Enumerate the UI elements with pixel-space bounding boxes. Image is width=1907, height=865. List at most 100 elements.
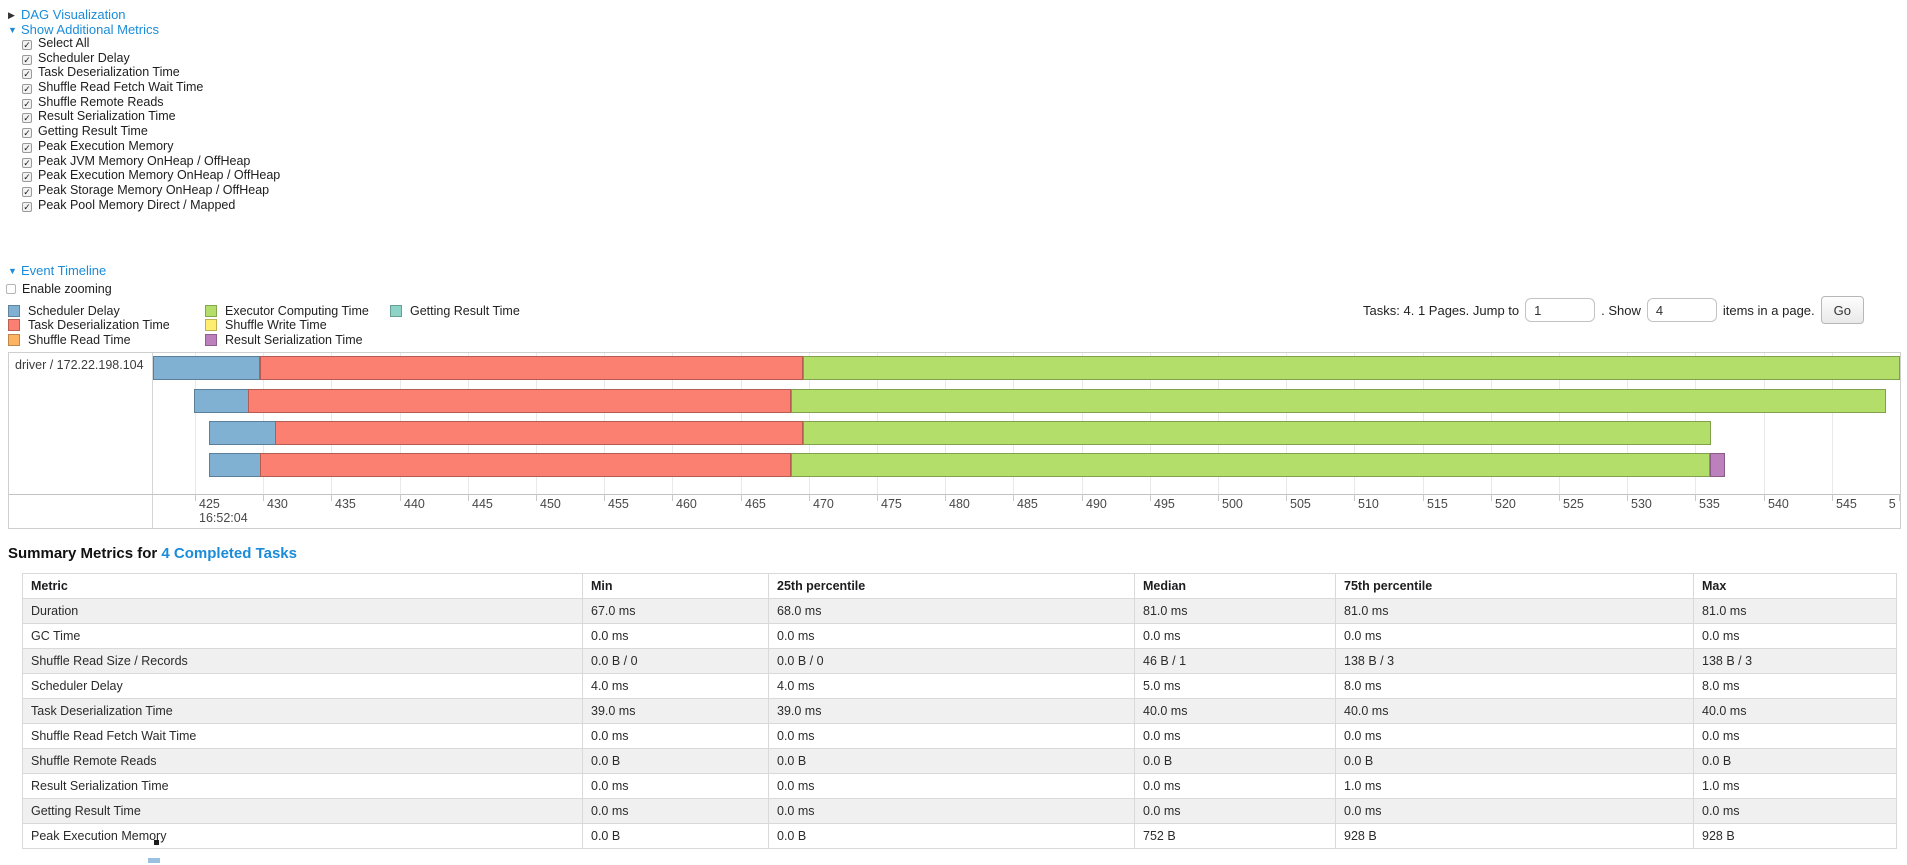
metric-checkbox[interactable]: ✓ <box>22 84 32 95</box>
executor-row-label: driver / 172.22.198.104 <box>15 358 144 372</box>
metric-value-cell: 0.0 ms <box>768 623 1135 649</box>
dag-visualization-link[interactable]: DAG Visualization <box>21 7 126 22</box>
metric-option-row: ✓ Peak Execution Memory OnHeap / OffHeap <box>22 168 280 183</box>
metric-checkbox[interactable]: ✓ <box>22 157 32 168</box>
axis-tick-mark <box>1286 494 1287 501</box>
axis-tick-mark <box>1764 494 1765 501</box>
metric-value-cell: 0.0 ms <box>1693 623 1897 649</box>
task-segment-scheduler-delay[interactable] <box>153 356 260 380</box>
metric-checkbox[interactable]: ✓ <box>22 142 32 153</box>
task-deserialization-swatch-icon <box>8 319 20 332</box>
metric-checkbox[interactable]: ✓ <box>22 172 32 183</box>
axis-tick-mark <box>1559 494 1560 501</box>
metric-value-cell: 0.0 B <box>1134 748 1336 774</box>
metric-value-cell: 0.0 B <box>582 823 769 849</box>
enable-zooming-checkbox[interactable] <box>6 284 16 294</box>
metric-checkbox-label: Scheduler Delay <box>38 50 130 65</box>
task-segment-scheduler-delay[interactable] <box>194 389 249 413</box>
task-segment-task-deserialization[interactable] <box>275 421 803 445</box>
axis-tick-label: 455 <box>608 497 629 511</box>
axis-tick-mark <box>741 494 742 501</box>
task-segment-result-serialization[interactable] <box>1710 453 1725 477</box>
task-segment-task-deserialization[interactable] <box>260 453 791 477</box>
items-per-page-input[interactable] <box>1646 298 1717 322</box>
metric-value-cell: 138 B / 3 <box>1693 648 1897 674</box>
task-segment-executor-computing[interactable] <box>803 356 1900 380</box>
metric-value-cell: 0.0 ms <box>1335 623 1694 649</box>
table-row: Shuffle Remote Reads 0.0 B 0.0 B 0.0 B 0.0 B… <box>22 748 1897 774</box>
metric-value-cell: 138 B / 3 <box>1335 648 1694 674</box>
gridline <box>1764 353 1765 494</box>
metric-checkbox[interactable]: ✓ <box>22 54 32 65</box>
axis-tick-label: 435 <box>335 497 356 511</box>
metric-checkbox-label: Shuffle Read Fetch Wait Time <box>38 80 204 95</box>
metric-option-row: ✓ Scheduler Delay <box>22 51 280 66</box>
completed-tasks-link[interactable]: 4 Completed Tasks <box>161 545 297 562</box>
show-additional-metrics-link[interactable]: Show Additional Metrics <box>21 22 160 37</box>
enable-zooming-label: Enable zooming <box>22 282 112 296</box>
metric-value-cell: 0.0 ms <box>768 723 1135 749</box>
axis-tick-label: 510 <box>1358 497 1379 511</box>
axis-tick-mark <box>1354 494 1355 501</box>
axis-tick-label: 480 <box>949 497 970 511</box>
axis-tick-label: 540 <box>1768 497 1789 511</box>
event-timeline-toggle[interactable]: ▼ Event Timeline <box>8 263 106 279</box>
metric-checkbox[interactable]: ✓ <box>22 128 32 139</box>
metric-checkbox[interactable]: ✓ <box>22 113 32 124</box>
axis-tick-label: 530 <box>1631 497 1652 511</box>
legend-item: Scheduler Delay <box>8 304 205 318</box>
summary-metrics-table: Metric Min 25th percentile Median 75th perce… <box>22 573 1897 849</box>
legend-item: Getting Result Time <box>390 304 590 318</box>
event-timeline-link[interactable]: Event Timeline <box>21 263 107 278</box>
axis-tick-mark <box>1899 494 1900 501</box>
task-segment-task-deserialization[interactable] <box>260 356 803 380</box>
legend-column: Executor Computing Time Shuffle Write Tim… <box>205 304 390 347</box>
summary-title-text: Summary Metrics for <box>8 545 158 562</box>
task-segment-task-deserialization[interactable] <box>248 389 791 413</box>
task-segment-scheduler-delay[interactable] <box>209 421 276 445</box>
dag-visualization-toggle[interactable]: ▶ DAG Visualization <box>8 7 126 23</box>
metric-value-cell: 0.0 ms <box>768 798 1135 824</box>
legend-column: Getting Result Time <box>390 304 590 318</box>
legend-label: Shuffle Write Time <box>225 318 327 333</box>
task-segment-executor-computing[interactable] <box>803 421 1711 445</box>
metric-checkbox[interactable]: ✓ <box>22 40 32 50</box>
legend-item: Shuffle Read Time <box>8 333 205 347</box>
axis-tick-mark <box>672 494 673 501</box>
metric-option-row: ✓ Select All <box>22 36 280 51</box>
jump-to-page-input[interactable] <box>1525 298 1596 322</box>
legend-item: Executor Computing Time <box>205 304 390 318</box>
table-row: GC Time 0.0 ms 0.0 ms 0.0 ms 0.0 ms 0.0 ms <box>22 623 1897 649</box>
legend-label: Getting Result Time <box>410 304 520 318</box>
metric-value-cell: 39.0 ms <box>768 698 1135 724</box>
axis-tick-label: 495 <box>1154 497 1175 511</box>
metric-option-row: ✓ Getting Result Time <box>22 124 280 139</box>
enable-zooming-row: Enable zooming <box>6 281 112 297</box>
task-segment-executor-computing[interactable] <box>791 389 1886 413</box>
summary-metrics-title: Summary Metrics for 4 Completed Tasks <box>8 545 297 562</box>
task-segment-executor-computing[interactable] <box>791 453 1710 477</box>
metric-checkbox[interactable]: ✓ <box>22 186 32 197</box>
metric-checkbox[interactable]: ✓ <box>22 201 32 212</box>
axis-tick-mark <box>263 494 264 501</box>
metric-value-cell: 0.0 ms <box>1134 623 1336 649</box>
table-header-cell: 25th percentile <box>768 573 1135 599</box>
go-button[interactable]: Go <box>1820 296 1864 324</box>
axis-time-label: 16:52:04 <box>199 511 248 525</box>
axis-tick-mark <box>536 494 537 501</box>
table-row: Shuffle Read Size / Records 0.0 B / 0 0.0 … <box>22 648 1897 674</box>
metric-checkbox[interactable]: ✓ <box>22 98 32 109</box>
axis-tick-label: 545 <box>1836 497 1857 511</box>
table-row: Duration 67.0 ms 68.0 ms 81.0 ms 81.0 ms 81.0… <box>22 598 1897 624</box>
show-additional-metrics-toggle[interactable]: ▼ Show Additional Metrics <box>8 22 159 38</box>
metric-name-cell: Result Serialization Time <box>22 773 583 799</box>
axis-tick-mark <box>877 494 878 501</box>
metric-value-cell: 0.0 ms <box>1335 798 1694 824</box>
metric-value-cell: 0.0 B <box>582 748 769 774</box>
metric-value-cell: 39.0 ms <box>582 698 769 724</box>
task-segment-scheduler-delay[interactable] <box>209 453 261 477</box>
expanded-arrow-icon: ▼ <box>8 25 17 35</box>
shuffle-write-swatch-icon <box>205 319 217 332</box>
metric-checkbox[interactable]: ✓ <box>22 69 32 80</box>
